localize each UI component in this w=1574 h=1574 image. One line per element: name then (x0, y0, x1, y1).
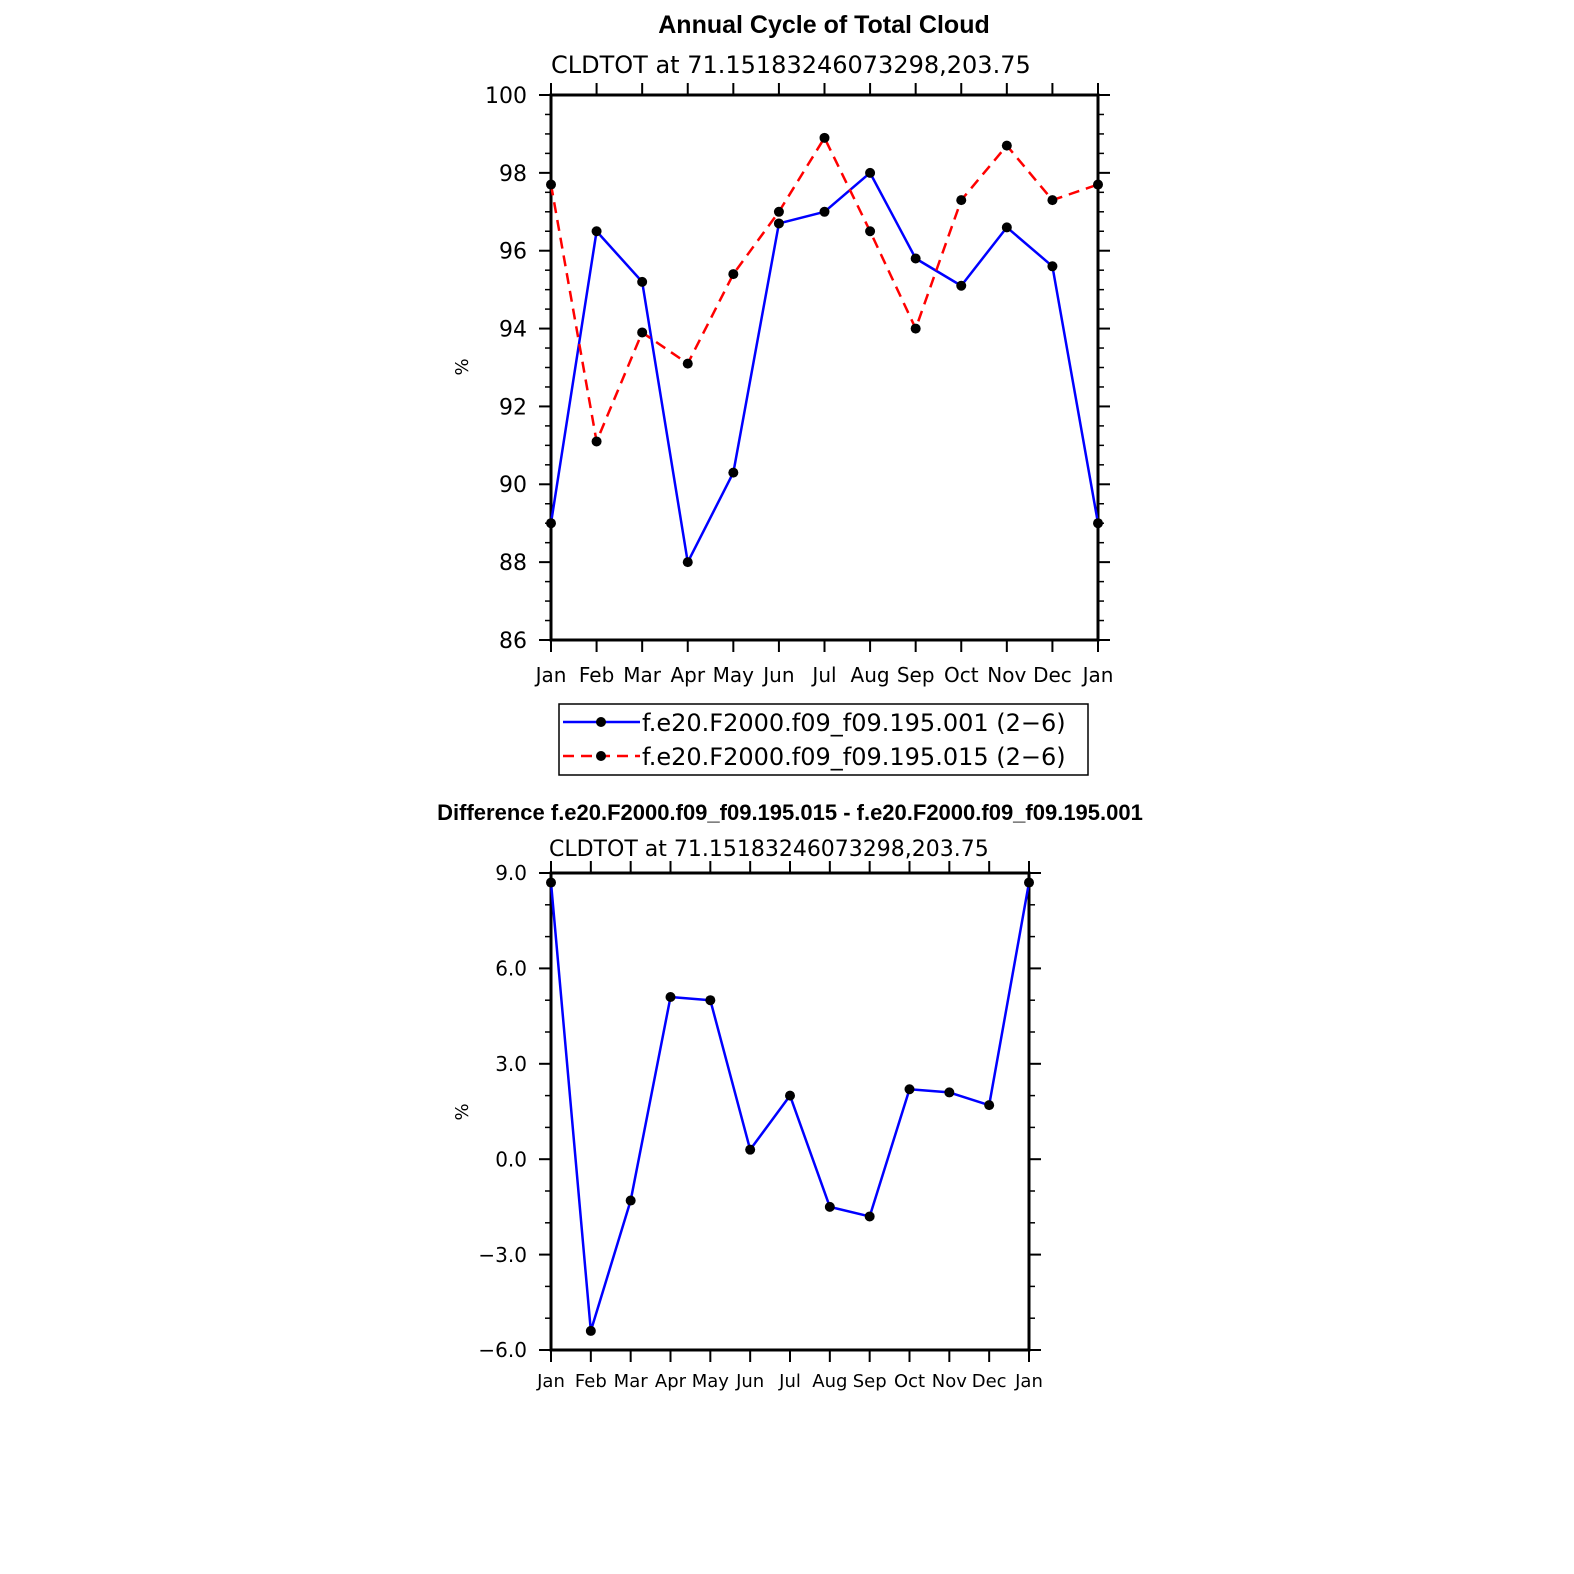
legend: f.e20.F2000.f09_f09.195.001 (2−6) f.e20.… (558, 703, 1089, 776)
data-point (546, 877, 556, 888)
data-point (1047, 195, 1058, 206)
plot-frame (549, 871, 1031, 1352)
data-point (773, 218, 784, 229)
x-tick-label: Jan (536, 1371, 565, 1392)
x-tick-label: Jan (534, 663, 567, 687)
data-point (1001, 140, 1012, 151)
data-point (864, 1211, 875, 1222)
data-point (1024, 877, 1034, 888)
x-tick-label: Jan (1014, 1371, 1043, 1392)
y-axis-label: % (452, 1103, 473, 1120)
y-tick-label: 88 (499, 551, 527, 576)
legend-label-1: f.e20.F2000.f09_f09.195.001 (2−6) (642, 709, 1066, 737)
x-tick-label: Apr (655, 1371, 687, 1392)
x-tick-label: Mar (623, 663, 662, 687)
data-point (984, 1100, 995, 1111)
data-point (904, 1084, 915, 1095)
x-tick-label: Jul (810, 663, 836, 687)
data-point (682, 358, 693, 369)
data-point (546, 518, 556, 529)
x-tick-label: Aug (812, 1371, 847, 1392)
data-point (956, 280, 967, 291)
x-tick-label: May (692, 1371, 730, 1392)
y-tick-label: −6.0 (478, 1338, 527, 1362)
x-tick-label: Jun (761, 663, 794, 687)
legend-box (558, 703, 1089, 776)
data-point (944, 1087, 955, 1098)
y-tick-label: 3.0 (495, 1052, 527, 1076)
x-tick-label: Nov (987, 663, 1026, 687)
y-tick-label: 96 (499, 240, 527, 265)
data-point (682, 557, 693, 568)
x-tick-label: Dec (1033, 663, 1072, 687)
data-point (591, 436, 602, 447)
data-point (1093, 179, 1103, 190)
data-point (1047, 261, 1058, 272)
x-tick-label: Sep (853, 1371, 887, 1392)
y-tick-label: 0.0 (495, 1147, 527, 1171)
data-point (705, 995, 716, 1006)
y-tick-label: 94 (499, 317, 527, 342)
y-axis-label: % (452, 358, 473, 375)
data-point (785, 1090, 795, 1101)
legend-label-2: f.e20.F2000.f09_f09.195.015 (2−6) (642, 743, 1066, 771)
x-tick-label: Sep (897, 663, 935, 687)
y-tick-label: 98 (499, 162, 527, 187)
series-line-1 (549, 882, 1031, 1333)
x-tick-label: Mar (614, 1371, 649, 1392)
y-tick-label: 6.0 (495, 957, 527, 981)
data-point (728, 467, 739, 478)
y-tick-label: 86 (499, 629, 527, 654)
data-point (637, 327, 648, 338)
data-point (773, 206, 784, 217)
x-tick-label: Jul (778, 1371, 801, 1392)
data-point (591, 226, 602, 237)
data-point (824, 1201, 835, 1212)
y-tick-label: 90 (499, 473, 527, 498)
data-point (728, 269, 739, 280)
y-tick-label: −3.0 (478, 1243, 527, 1267)
x-tick-label: Dec (972, 1371, 1007, 1392)
series-line-2 (549, 136, 1099, 443)
y-tick-label: 9.0 (495, 861, 527, 885)
data-point (865, 167, 876, 178)
x-tick-label: Feb (575, 1371, 607, 1392)
x-tick-label: May (713, 663, 755, 687)
data-point (745, 1144, 756, 1155)
plot-frame (549, 93, 1100, 642)
x-tick-label: Aug (851, 663, 890, 687)
y-tick-label: 100 (485, 84, 527, 109)
y-tick-label: 92 (499, 395, 527, 420)
data-point (637, 276, 648, 287)
data-point (625, 1195, 636, 1206)
chart-subtitle: CLDTOT at 71.15183246073298,203.75 (549, 837, 989, 862)
chart-title: Annual Cycle of Total Cloud (658, 11, 989, 39)
x-tick-label: Jun (735, 1371, 764, 1392)
data-point (819, 132, 830, 143)
series-line-1 (549, 171, 1100, 564)
data-point (1001, 222, 1012, 233)
data-point (910, 323, 921, 334)
data-point (956, 195, 967, 206)
difference-chart: Difference f.e20.F2000.f09_f09.195.015 -… (437, 800, 1143, 1392)
x-tick-label: Oct (894, 1371, 925, 1392)
data-point (865, 226, 876, 237)
x-tick-label: Apr (670, 663, 705, 687)
data-point (546, 179, 556, 190)
chart-subtitle: CLDTOT at 71.15183246073298,203.75 (551, 51, 1031, 79)
data-point (665, 992, 676, 1003)
annual-cycle-chart: Annual Cycle of Total Cloud CLDTOT at 71… (452, 11, 1113, 687)
data-point (1093, 518, 1103, 529)
data-point (819, 206, 830, 217)
data-point (910, 253, 921, 264)
data-point (585, 1325, 596, 1336)
chart-title: Difference f.e20.F2000.f09_f09.195.015 -… (437, 800, 1143, 825)
legend-marker-2 (596, 751, 606, 761)
x-tick-label: Jan (1081, 663, 1114, 687)
x-tick-label: Feb (579, 663, 614, 687)
legend-marker-1 (596, 717, 606, 727)
x-tick-label: Nov (932, 1371, 967, 1392)
x-tick-label: Oct (944, 663, 979, 687)
